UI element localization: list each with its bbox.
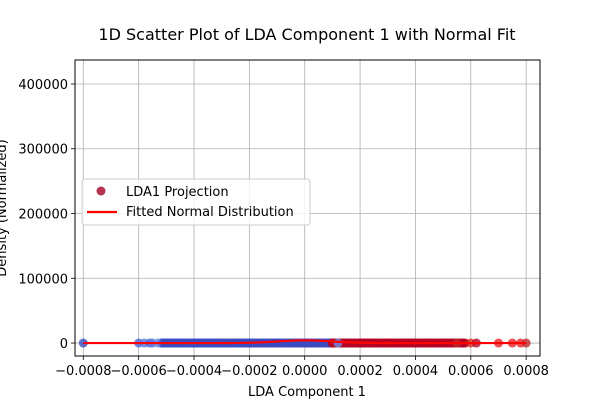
- x-tick-label: 0.0002: [337, 364, 383, 379]
- x-tick-label: 0.0006: [448, 364, 494, 379]
- x-tick-label: 0.0000: [282, 364, 328, 379]
- y-tick-label: 300000: [18, 143, 68, 158]
- plot-layer: [78, 338, 531, 348]
- legend: LDA1 Projection Fitted Normal Distributi…: [81, 178, 311, 226]
- x-axis-label: LDA Component 1: [248, 385, 366, 400]
- x-tick-label: 0.0008: [503, 364, 549, 379]
- scatter-point: [272, 338, 282, 348]
- x-tick-label: −0.0002: [221, 364, 277, 379]
- normal-fit-line: [83, 339, 527, 345]
- x-tick-label: −0.0008: [55, 364, 111, 379]
- legend-label-scatter: LDA1 Projection: [126, 185, 229, 200]
- x-tick-label: 0.0004: [393, 364, 439, 379]
- y-tick-label: 100000: [18, 272, 68, 287]
- y-tick-label: 0: [60, 337, 68, 352]
- scatter-point: [521, 338, 531, 348]
- chart-title: 1D Scatter Plot of LDA Component 1 with …: [98, 25, 515, 44]
- legend-marker-scatter: [96, 186, 106, 196]
- legend-box: [81, 178, 311, 226]
- x-tick-label: −0.0004: [166, 364, 222, 379]
- y-tick-label: 400000: [18, 78, 68, 93]
- x-tick-label: −0.0006: [110, 364, 166, 379]
- legend-label-line: Fitted Normal Distribution: [126, 205, 294, 220]
- y-tick-label: 200000: [18, 208, 68, 223]
- plot-frame: [74, 59, 541, 357]
- y-axis-label: Density (Normalized): [0, 139, 10, 276]
- tick-layer: −0.0008−0.0006−0.0004−0.0002 0.0000 0.0002…: [18, 78, 549, 379]
